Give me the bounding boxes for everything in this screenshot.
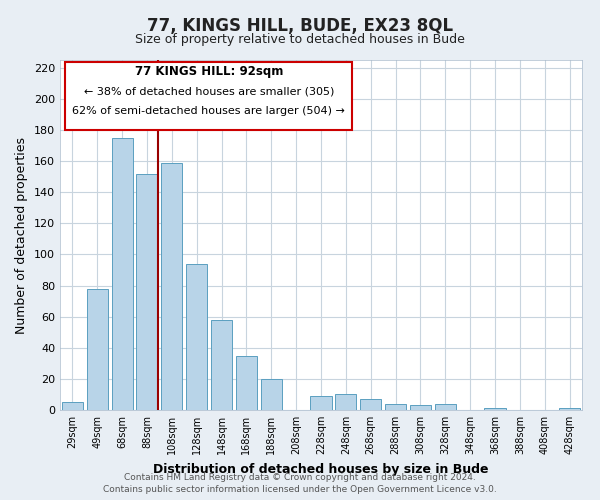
Text: Size of property relative to detached houses in Bude: Size of property relative to detached ho… (135, 32, 465, 46)
Bar (335, 394, 356, 410)
Bar (112, 138, 133, 410)
Bar (161, 162, 182, 410)
Bar (435, 404, 456, 410)
X-axis label: Distribution of detached houses by size in Bude: Distribution of detached houses by size … (153, 462, 489, 475)
Y-axis label: Number of detached properties: Number of detached properties (16, 136, 28, 334)
Bar (261, 379, 282, 410)
Text: ← 38% of detached houses are smaller (305): ← 38% of detached houses are smaller (30… (83, 86, 334, 97)
Bar (484, 408, 506, 410)
Bar (87, 288, 108, 410)
Text: 77 KINGS HILL: 92sqm: 77 KINGS HILL: 92sqm (134, 65, 283, 78)
Bar (136, 174, 158, 410)
Text: Contains public sector information licensed under the Open Government Licence v3: Contains public sector information licen… (103, 485, 497, 494)
Bar (360, 399, 381, 410)
Bar (236, 356, 257, 410)
Bar (410, 406, 431, 410)
Bar (385, 404, 406, 410)
Bar (186, 264, 207, 410)
FancyBboxPatch shape (65, 62, 352, 130)
Text: Contains HM Land Registry data © Crown copyright and database right 2024.: Contains HM Land Registry data © Crown c… (124, 472, 476, 482)
Bar (211, 320, 232, 410)
Bar (559, 408, 580, 410)
Text: 62% of semi-detached houses are larger (504) →: 62% of semi-detached houses are larger (… (73, 106, 345, 116)
Bar (62, 402, 83, 410)
Text: 77, KINGS HILL, BUDE, EX23 8QL: 77, KINGS HILL, BUDE, EX23 8QL (147, 18, 453, 36)
Bar (310, 396, 332, 410)
